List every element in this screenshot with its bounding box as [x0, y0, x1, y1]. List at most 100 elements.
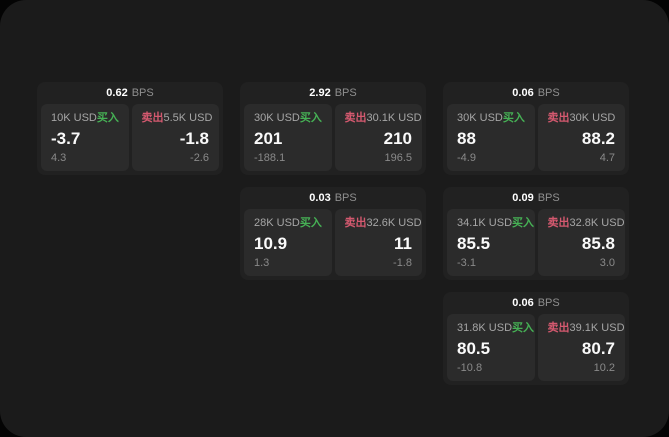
buy-top-row: 10K USD 买入: [51, 112, 119, 124]
buy-price: 88: [457, 128, 476, 148]
buy-amount: 34.1K USD: [457, 217, 513, 229]
sell-side-label: 卖出: [547, 217, 570, 229]
sell-top-row: 卖出 32.6K USD: [344, 217, 422, 229]
buy-sub-value: -4.9: [457, 152, 476, 164]
sell-side-label: 卖出: [344, 217, 367, 229]
buy-amount: 28K USD: [254, 217, 300, 229]
sell-sub-value: -1.8: [393, 257, 412, 269]
card-header: 0.06 BPS: [447, 292, 625, 314]
bps-spread-value: 0.06: [512, 297, 534, 309]
bps-spread-value: 0.62: [106, 87, 128, 99]
bps-spread-value: 2.92: [309, 87, 331, 99]
card-header: 0.03 BPS: [244, 187, 422, 209]
bps-spread-value: 0.09: [512, 192, 534, 204]
sell-price: 88.2: [581, 128, 615, 148]
sell-sub-value: 3.0: [599, 257, 615, 269]
bps-unit-label: BPS: [334, 87, 357, 99]
quote-card: 0.06 BPS 31.8K USD 买入 80.5 -10.8 卖出 39.1…: [443, 292, 629, 385]
quote-panels: 28K USD 买入 10.9 1.3 卖出 32.6K USD 11 -1.8: [244, 209, 422, 276]
sell-price: 85.8: [581, 233, 615, 253]
buy-price: -3.7: [51, 128, 81, 148]
sell-amount: 30.1K USD: [366, 112, 422, 124]
card-header: 0.62 BPS: [41, 82, 219, 104]
sell-amount: 32.8K USD: [569, 217, 625, 229]
sell-side-label: 卖出: [141, 112, 164, 124]
sell-side-label: 卖出: [547, 322, 570, 334]
buy-panel[interactable]: 30K USD 买入 201 -188.1: [244, 104, 332, 171]
buy-top-row: 30K USD 买入: [457, 112, 525, 124]
buy-panel[interactable]: 34.1K USD 买入 85.5 -3.1: [447, 209, 535, 276]
buy-top-row: 31.8K USD 买入: [457, 322, 534, 334]
bps-spread-value: 0.06: [512, 87, 534, 99]
bps-unit-label: BPS: [537, 192, 560, 204]
sell-top-row: 卖出 30K USD: [548, 112, 616, 124]
bps-spread-value: 0.03: [309, 192, 331, 204]
sell-panel[interactable]: 卖出 32.6K USD 11 -1.8: [334, 209, 422, 276]
sell-panel[interactable]: 卖出 32.8K USD 85.8 3.0: [537, 209, 625, 276]
buy-price: 80.5: [457, 338, 491, 358]
quote-panels: 30K USD 买入 201 -188.1 卖出 30.1K USD 210 1…: [244, 104, 422, 171]
sell-price: 11: [394, 233, 412, 253]
sell-price: 80.7: [581, 338, 615, 358]
quote-card: 0.06 BPS 30K USD 买入 88 -4.9 卖出 30K USD 8…: [443, 82, 629, 175]
buy-top-row: 34.1K USD 买入: [457, 217, 534, 229]
buy-panel[interactable]: 28K USD 买入 10.9 1.3: [244, 209, 332, 276]
bps-unit-label: BPS: [537, 297, 560, 309]
sell-panel[interactable]: 卖出 39.1K USD 80.7 10.2: [537, 314, 625, 381]
buy-price: 85.5: [457, 233, 491, 253]
card-header: 2.92 BPS: [244, 82, 422, 104]
buy-side-label: 买入: [512, 217, 535, 229]
buy-side-label: 买入: [299, 217, 322, 229]
sell-price: -1.8: [179, 128, 209, 148]
quote-card: 2.92 BPS 30K USD 买入 201 -188.1 卖出 30.1K …: [240, 82, 426, 175]
buy-sub-value: -188.1: [254, 152, 286, 164]
sell-price: 210: [383, 128, 412, 148]
quote-card: 0.03 BPS 28K USD 买入 10.9 1.3 卖出 32.6K US…: [240, 187, 426, 280]
sell-amount: 32.6K USD: [366, 217, 422, 229]
buy-side-label: 买入: [512, 322, 535, 334]
quote-card: 0.09 BPS 34.1K USD 买入 85.5 -3.1 卖出 32.8K…: [443, 187, 629, 280]
sell-amount: 30K USD: [569, 112, 616, 124]
sell-amount: 39.1K USD: [569, 322, 625, 334]
buy-panel[interactable]: 31.8K USD 买入 80.5 -10.8: [447, 314, 535, 381]
sell-panel[interactable]: 卖出 30K USD 88.2 4.7: [537, 104, 625, 171]
sell-amount: 5.5K USD: [163, 112, 213, 124]
buy-amount: 31.8K USD: [457, 322, 513, 334]
sell-side-label: 卖出: [547, 112, 570, 124]
sell-panel[interactable]: 卖出 5.5K USD -1.8 -2.6: [131, 104, 219, 171]
quote-panels: 34.1K USD 买入 85.5 -3.1 卖出 32.8K USD 85.8…: [447, 209, 625, 276]
bps-unit-label: BPS: [131, 87, 154, 99]
buy-side-label: 买入: [96, 112, 119, 124]
quote-card: 0.62 BPS 10K USD 买入 -3.7 4.3 卖出 5.5K USD…: [37, 82, 223, 175]
quote-panels: 30K USD 买入 88 -4.9 卖出 30K USD 88.2 4.7: [447, 104, 625, 171]
buy-sub-value: -3.1: [457, 257, 476, 269]
bps-unit-label: BPS: [537, 87, 560, 99]
buy-top-row: 30K USD 买入: [254, 112, 322, 124]
sell-sub-value: -2.6: [190, 152, 209, 164]
sell-side-label: 卖出: [344, 112, 367, 124]
sell-sub-value: 4.7: [599, 152, 615, 164]
quote-cards-grid: 0.62 BPS 10K USD 买入 -3.7 4.3 卖出 5.5K USD…: [37, 82, 629, 385]
buy-sub-value: 4.3: [51, 152, 67, 164]
buy-amount: 10K USD: [51, 112, 97, 124]
buy-sub-value: 1.3: [254, 257, 270, 269]
buy-side-label: 买入: [299, 112, 322, 124]
sell-top-row: 卖出 5.5K USD: [141, 112, 213, 124]
sell-top-row: 卖出 30.1K USD: [344, 112, 422, 124]
sell-top-row: 卖出 39.1K USD: [547, 322, 625, 334]
buy-sub-value: -10.8: [457, 362, 483, 374]
sell-top-row: 卖出 32.8K USD: [547, 217, 625, 229]
quote-panels: 10K USD 买入 -3.7 4.3 卖出 5.5K USD -1.8 -2.…: [41, 104, 219, 171]
sell-sub-value: 10.2: [593, 362, 615, 374]
quote-panels: 31.8K USD 买入 80.5 -10.8 卖出 39.1K USD 80.…: [447, 314, 625, 381]
card-header: 0.06 BPS: [447, 82, 625, 104]
buy-amount: 30K USD: [254, 112, 300, 124]
buy-panel[interactable]: 10K USD 买入 -3.7 4.3: [41, 104, 129, 171]
buy-amount: 30K USD: [457, 112, 503, 124]
buy-panel[interactable]: 30K USD 买入 88 -4.9: [447, 104, 535, 171]
sell-panel[interactable]: 卖出 30.1K USD 210 196.5: [334, 104, 422, 171]
buy-price: 10.9: [254, 233, 288, 253]
card-header: 0.09 BPS: [447, 187, 625, 209]
buy-price: 201: [254, 128, 283, 148]
